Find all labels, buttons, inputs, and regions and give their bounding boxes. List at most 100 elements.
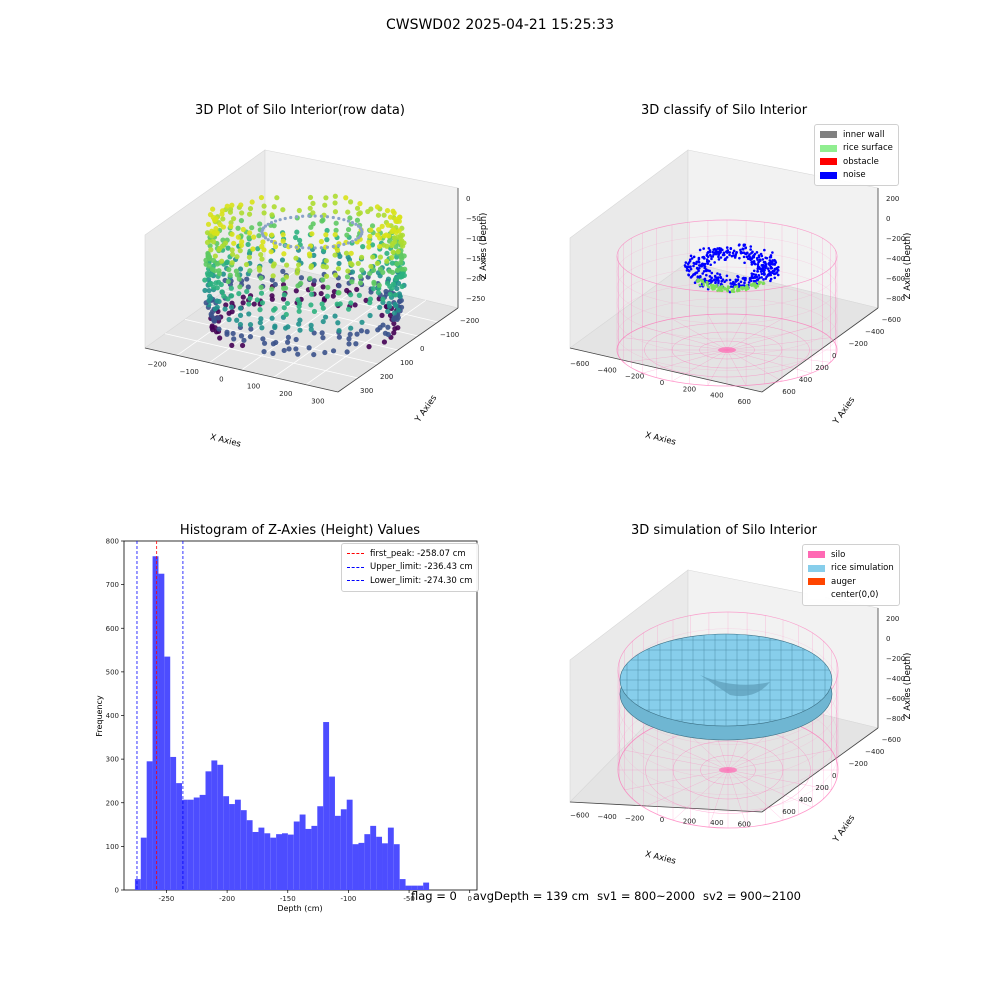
scatter-point: [311, 330, 317, 336]
noise-point: [756, 269, 759, 273]
scatter-point: [221, 293, 227, 299]
noise-point: [695, 260, 699, 264]
sv2-value: sv2 = 900~2100: [703, 889, 801, 903]
z-tick-label: −50: [466, 215, 481, 223]
scatter-point: [281, 347, 287, 354]
histogram-bar: [317, 806, 324, 890]
scatter-point: [236, 290, 242, 297]
scatter-point: [344, 287, 350, 294]
scatter-point: [324, 237, 330, 243]
scatter-point: [210, 239, 217, 245]
silo-bottom-ring: [616, 313, 838, 387]
scatter-point: [222, 240, 229, 246]
panel1-zlabel: Z Axies (Depth): [479, 213, 489, 280]
noise-point: [723, 280, 726, 284]
z-tick-label: −600: [886, 695, 905, 703]
scatter-point: [389, 228, 395, 235]
scatter-point: [350, 220, 355, 225]
panel2-xlabel: X Axies: [644, 430, 677, 447]
silo-floor-spoke: [623, 349, 728, 363]
scatter-point: [371, 279, 377, 285]
noise-point: [738, 256, 741, 260]
swatch-icon: [808, 551, 825, 559]
noise-point: [706, 269, 710, 272]
scatter-point: [203, 261, 209, 267]
scatter-point: [295, 267, 301, 273]
scatter-point: [357, 201, 363, 207]
scatter-point: [215, 279, 222, 285]
noise-point: [738, 243, 741, 246]
rice-surface-point: [733, 285, 737, 289]
scatter-point: [234, 317, 240, 323]
y-tick-label: −200: [849, 760, 868, 768]
scatter-point: [324, 227, 330, 234]
scatter-point: [296, 321, 302, 327]
scatter-point: [208, 295, 214, 301]
scatter-point: [320, 277, 326, 283]
swatch-icon: [820, 158, 837, 166]
scatter-point: [349, 279, 355, 285]
scatter-point: [389, 260, 395, 266]
scatter-point: [269, 239, 274, 244]
x-tick-label: 0: [467, 895, 471, 903]
z-tick-label: −150: [466, 255, 485, 263]
noise-point: [683, 264, 687, 267]
scatter-point: [306, 251, 313, 257]
noise-point: [729, 285, 733, 288]
rice-surface-depression: [700, 675, 770, 697]
scatter-point: [225, 296, 231, 302]
scatter-point: [284, 262, 290, 268]
rice-surface-point: [749, 283, 753, 287]
panel3-histogram: -250 -200 -150 -100 -50 0 0 100 200 300 400 500 600 7…: [95, 538, 478, 913]
scatter-point: [322, 202, 328, 208]
scatter-point: [215, 315, 222, 321]
noise-point: [764, 256, 767, 260]
scatter-point: [322, 349, 328, 356]
scatter-point: [347, 331, 353, 337]
legend-label: Upper_limit: -236.43 cm: [370, 562, 473, 573]
scatter-point: [366, 244, 372, 250]
scatter-point: [346, 306, 352, 312]
scatter-point: [270, 273, 276, 279]
scatter-point: [237, 321, 244, 328]
scatter-point: [296, 262, 302, 268]
noise-point: [743, 281, 746, 285]
panel1-axes-box: [144, 149, 459, 393]
scatter-point: [206, 287, 212, 294]
noise-point: [760, 272, 764, 276]
silo-floor-spoke: [707, 314, 728, 351]
scatter-point: [204, 239, 211, 245]
scatter-point: [284, 300, 291, 307]
scatter-point: [231, 240, 237, 246]
scatter-point: [322, 314, 329, 320]
scatter-point: [210, 206, 216, 212]
noise-point: [741, 248, 745, 251]
scatter-point: [360, 244, 366, 250]
x-tick-label: 400: [710, 392, 723, 400]
scatter-point: [283, 216, 287, 221]
scatter-point: [217, 222, 223, 228]
histogram-bar: [240, 810, 247, 890]
silo-center-marker: [719, 767, 737, 773]
panel3-title: Histogram of Z-Axies (Height) Values: [179, 523, 421, 538]
scatter-point: [347, 260, 354, 266]
noise-point: [719, 282, 723, 286]
noise-point: [703, 266, 706, 270]
scatter-point: [319, 246, 323, 250]
scatter-point: [375, 289, 382, 296]
scatter-point: [229, 231, 235, 237]
scatter-point: [393, 244, 399, 250]
noise-point: [698, 248, 702, 252]
histogram-bar: [252, 831, 259, 890]
z-tick-label: −200: [466, 275, 485, 283]
silo-floor-spoke: [672, 769, 729, 821]
scatter-point: [391, 320, 397, 327]
noise-point: [762, 271, 766, 274]
histogram-bar: [340, 809, 347, 890]
histogram-bar: [417, 885, 424, 890]
z-tick-label: −400: [886, 255, 905, 263]
scatter-point: [398, 272, 404, 279]
scatter-point: [381, 242, 387, 248]
scatter-point: [297, 237, 303, 243]
scatter-point: [309, 286, 315, 292]
